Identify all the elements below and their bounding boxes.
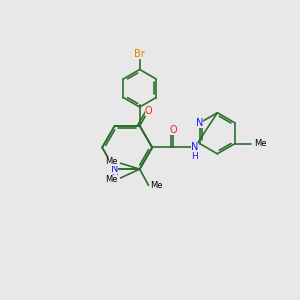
Text: Me: Me [106, 157, 118, 166]
Text: H: H [191, 152, 198, 161]
Text: O: O [145, 106, 152, 116]
Text: N: N [111, 164, 118, 174]
Text: Me: Me [254, 139, 266, 148]
Text: Br: Br [134, 50, 145, 59]
Text: N: N [196, 118, 203, 128]
Text: N: N [191, 142, 198, 152]
Text: H: H [111, 174, 118, 183]
Text: O: O [170, 125, 177, 135]
Text: Me: Me [151, 181, 163, 190]
Text: Me: Me [106, 175, 118, 184]
